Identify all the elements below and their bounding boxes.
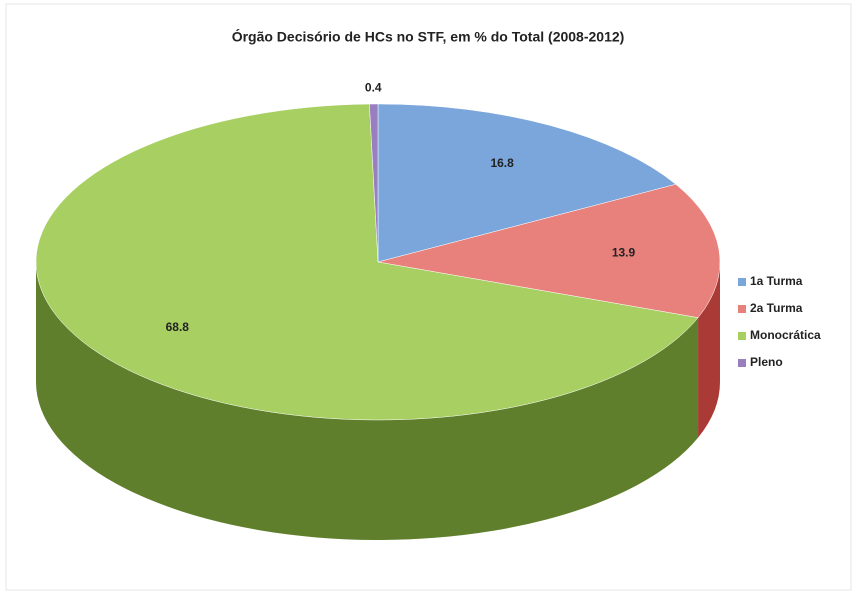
- chart-title: Órgão Decisório de HCs no STF, em % do T…: [232, 28, 625, 45]
- pie-side: [698, 262, 720, 438]
- legend-label: 1a Turma: [750, 274, 803, 288]
- legend-swatch: [738, 305, 746, 313]
- legend-label: 2a Turma: [750, 301, 803, 315]
- legend-swatch: [738, 332, 746, 340]
- legend-swatch: [738, 359, 746, 367]
- pie-slice: [377, 184, 721, 318]
- legend-swatch: [738, 278, 746, 286]
- data-label: 13.9: [612, 245, 636, 259]
- pie-side: [36, 262, 699, 541]
- pie-slice: [377, 103, 677, 263]
- legend-label: Pleno: [750, 355, 783, 369]
- pie-slice: [369, 103, 379, 263]
- data-label: 0.4: [365, 80, 382, 94]
- pie-slice: [35, 103, 699, 421]
- data-label: 16.8: [490, 156, 514, 170]
- legend-label: Monocrática: [750, 328, 821, 342]
- data-label: 68.8: [166, 320, 190, 334]
